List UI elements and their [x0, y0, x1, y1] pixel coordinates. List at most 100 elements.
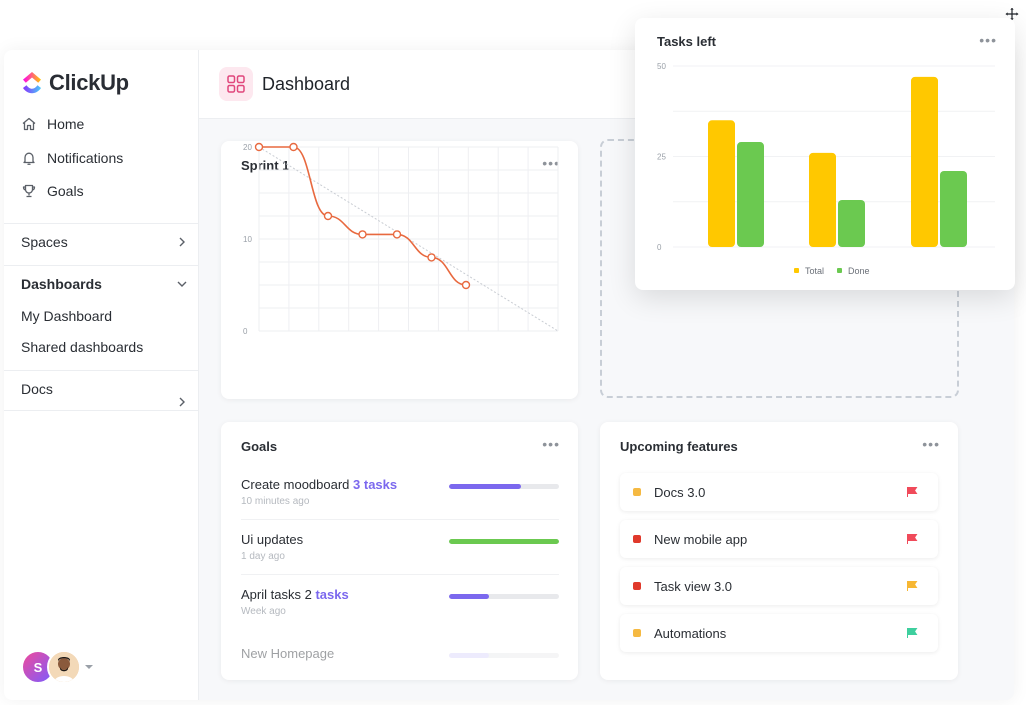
goal-item[interactable]: New Homepage	[241, 646, 559, 661]
bell-icon	[23, 152, 35, 165]
clickup-logo-icon	[23, 72, 41, 94]
sidebar-item-goals[interactable]: Goals	[21, 183, 84, 199]
bar-done[interactable]	[838, 199, 865, 247]
goal-time: 10 minutes ago	[241, 496, 310, 507]
sidebar-item-my-dashboard[interactable]: My Dashboard	[21, 308, 113, 324]
legend-swatch	[794, 268, 799, 273]
sidebar-item-notifications[interactable]: Notifications	[21, 150, 123, 166]
goal-tasks[interactable]: 3 tasks	[353, 477, 398, 492]
goal-title: April tasks 2 tasks	[241, 587, 559, 602]
tasks-bar-chart: 50 25 0 Total Done	[657, 62, 995, 276]
goal-name: Ui updates	[241, 532, 304, 547]
more-options-icon[interactable]: •••	[542, 436, 560, 452]
spaces-label: Spaces	[21, 234, 68, 250]
goal-progress-fill	[449, 484, 521, 489]
goal-title: Create moodboard 3 tasks	[241, 477, 559, 492]
card-title: Sprint 1	[241, 158, 290, 173]
bar-total[interactable]	[809, 152, 836, 247]
y-tick-label: 25	[657, 153, 666, 162]
dashboards-label: Dashboards	[21, 276, 102, 292]
goal-item[interactable]: Ui updates 1 day ago	[241, 532, 559, 562]
goal-tasks[interactable]: tasks	[315, 587, 349, 602]
goal-progress-bar	[449, 539, 559, 544]
sidebar-item-shared-dashboards[interactable]: Shared dashboards	[21, 339, 144, 355]
legend-label: Done	[848, 266, 870, 276]
bar-total[interactable]	[708, 120, 735, 247]
data-point[interactable]	[427, 253, 436, 262]
feature-item[interactable]: Task view 3.0	[620, 567, 938, 605]
tasks-left-card[interactable]: Tasks left ••• 50 25 0 Total Done	[635, 18, 1015, 290]
more-options-icon[interactable]: •••	[979, 32, 997, 48]
sidebar-section-dashboards[interactable]: Dashboards	[21, 276, 189, 292]
more-options-icon[interactable]: •••	[542, 155, 560, 171]
card-title: Tasks left	[657, 34, 717, 49]
data-point[interactable]	[392, 230, 402, 239]
sidebar: ClickUp Home Notifications Goals Spaces …	[4, 50, 199, 700]
feature-item[interactable]: Docs 3.0	[620, 473, 938, 511]
priority-flag-icon[interactable]	[906, 627, 918, 639]
divider	[4, 410, 198, 411]
avatar-photo[interactable]	[47, 650, 81, 684]
goal-progress-fill	[449, 653, 489, 658]
legend-label: Total	[805, 266, 824, 276]
feature-name: Automations	[654, 625, 727, 641]
user-avatars[interactable]: S	[21, 650, 93, 684]
y-tick-label: 10	[243, 235, 252, 244]
person-avatar-icon	[49, 652, 79, 682]
data-point[interactable]	[254, 142, 264, 152]
feature-item[interactable]: New mobile app	[620, 520, 938, 558]
priority-flag-icon[interactable]	[906, 486, 918, 498]
goal-progress-bar	[449, 484, 559, 489]
app-window: ClickUp Home Notifications Goals Spaces …	[4, 50, 1014, 700]
divider	[4, 370, 198, 371]
data-point[interactable]	[289, 142, 298, 152]
y-tick-label: 50	[657, 62, 666, 71]
feature-item[interactable]: Automations	[620, 614, 938, 652]
goal-progress-bar	[449, 594, 559, 599]
goal-item[interactable]: April tasks 2 tasks Week ago	[241, 587, 559, 617]
home-icon	[22, 117, 36, 131]
chart-legend: Total Done	[794, 266, 870, 276]
chevron-right-icon[interactable]	[175, 395, 189, 409]
feature-name: Task view 3.0	[654, 578, 733, 594]
burndown-chart: 20 10 0	[243, 142, 559, 336]
data-point[interactable]	[461, 280, 471, 290]
bar-done[interactable]	[737, 142, 764, 247]
sidebar-section-spaces[interactable]: Spaces	[21, 234, 189, 250]
bar-total[interactable]	[911, 76, 938, 247]
sidebar-item-label: Notifications	[47, 150, 124, 166]
grid-icon	[227, 75, 245, 93]
y-tick-label: 0	[243, 327, 248, 336]
goal-name: New Homepage	[241, 646, 335, 661]
chevron-right-icon	[179, 237, 185, 247]
goal-progress-fill	[449, 594, 489, 599]
goal-progress-fill	[449, 539, 559, 544]
feature-name: Docs 3.0	[654, 484, 706, 500]
goal-progress-bar	[449, 653, 559, 658]
y-tick-label: 0	[657, 243, 662, 252]
bar-done[interactable]	[940, 170, 967, 247]
data-point[interactable]	[358, 230, 367, 239]
status-dot	[633, 629, 641, 637]
sidebar-item-home[interactable]: Home	[21, 116, 84, 132]
clickup-logo[interactable]: ClickUp	[21, 70, 129, 96]
divider	[241, 519, 559, 520]
goal-name: Create moodboard	[241, 477, 350, 492]
feature-name: New mobile app	[654, 531, 748, 547]
priority-flag-icon[interactable]	[906, 533, 918, 545]
priority-flag-icon[interactable]	[906, 580, 918, 592]
caret-down-icon[interactable]	[85, 665, 93, 669]
goal-item[interactable]: Create moodboard 3 tasks 10 minutes ago	[241, 477, 559, 507]
sidebar-section-docs[interactable]: Docs	[21, 381, 189, 397]
card-title: Goals	[241, 439, 278, 454]
data-point[interactable]	[323, 211, 333, 221]
upcoming-features-card: Upcoming features ••• Docs 3.0 New mobil…	[600, 422, 958, 680]
goal-name: April tasks 2	[241, 587, 312, 602]
divider	[241, 574, 559, 575]
trophy-icon	[22, 184, 36, 198]
ideal-line	[258, 146, 559, 332]
page-title: Dashboard	[262, 74, 351, 94]
legend-swatch	[837, 268, 842, 273]
dashboard-icon	[219, 67, 253, 101]
more-options-icon[interactable]: •••	[922, 436, 940, 452]
